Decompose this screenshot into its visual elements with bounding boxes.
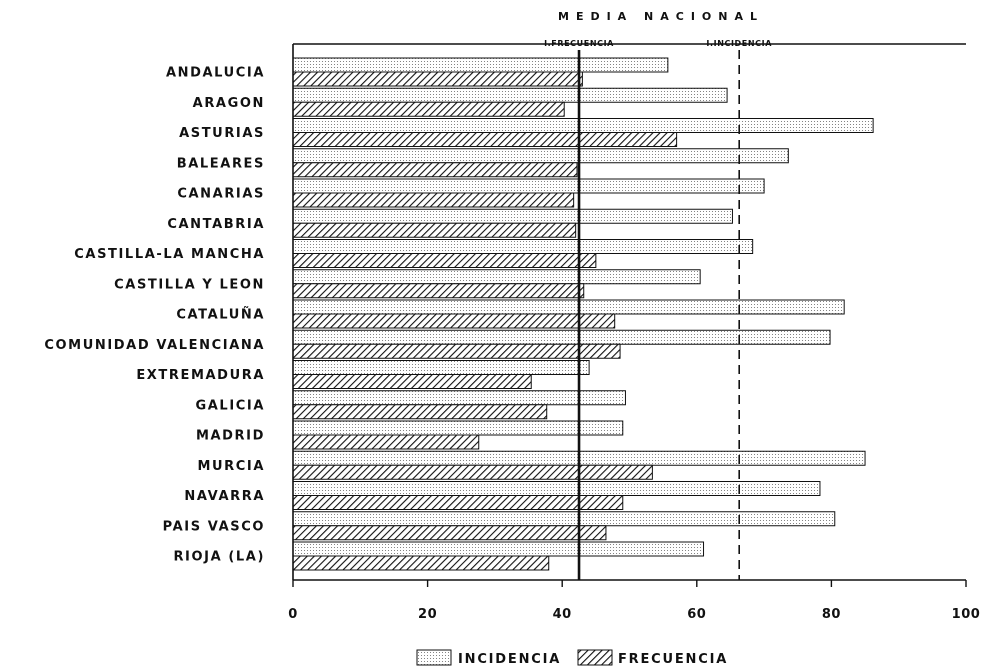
bar-incidencia-4 bbox=[292, 178, 765, 194]
category-label: BALEARES bbox=[177, 156, 265, 171]
legend-swatch-frecuencia bbox=[577, 649, 613, 666]
category-label: CATALUÑA bbox=[176, 307, 265, 323]
bars-group bbox=[292, 57, 874, 571]
bar-frecuencia-9 bbox=[292, 343, 621, 359]
x-tick-label: 100 bbox=[952, 607, 981, 622]
legend: INCIDENCIA FRECUENCIA bbox=[416, 649, 728, 666]
category-label: ARAGON bbox=[193, 96, 265, 111]
category-label: RIOJA (LA) bbox=[173, 550, 265, 565]
bar-frecuencia-12 bbox=[292, 434, 480, 450]
bar-frecuencia-6 bbox=[292, 253, 597, 268]
bar-frecuencia-10 bbox=[292, 374, 532, 389]
x-tick-label: 40 bbox=[553, 607, 572, 622]
bar-frecuencia-5 bbox=[292, 222, 577, 238]
x-tick-label: 0 bbox=[288, 607, 298, 622]
bar-frecuencia-16 bbox=[292, 555, 550, 571]
legend-label-frecuencia: FRECUENCIA bbox=[618, 652, 728, 666]
bar-incidencia-12 bbox=[292, 420, 624, 436]
bar-incidencia-16 bbox=[292, 541, 705, 557]
x-tick-label: 80 bbox=[822, 607, 841, 622]
bar-frecuencia-13 bbox=[292, 464, 653, 480]
category-label: COMUNIDAD VALENCIANA bbox=[44, 338, 265, 353]
bar-frecuencia-8 bbox=[292, 313, 616, 329]
category-labels: ANDALUCIA ARAGON ASTURIAS BALEARES CANARIAS C… bbox=[44, 66, 266, 565]
bar-incidencia-10 bbox=[292, 360, 590, 375]
chart-title: MEDIA NACIONAL bbox=[558, 10, 764, 23]
legend-swatch-incidencia bbox=[416, 649, 452, 666]
bar-incidencia-3 bbox=[292, 148, 789, 164]
category-label: MADRID bbox=[196, 429, 265, 444]
bar-frecuencia-4 bbox=[292, 192, 575, 208]
category-label: CASTILLA Y LEON bbox=[114, 277, 265, 292]
bar-frecuencia-15 bbox=[292, 525, 607, 541]
category-label: ANDALUCIA bbox=[166, 66, 265, 81]
category-label: CANTABRIA bbox=[167, 217, 265, 232]
bar-incidencia-0 bbox=[292, 57, 669, 73]
category-label: MURCIA bbox=[197, 459, 265, 474]
category-label: CANARIAS bbox=[177, 187, 265, 202]
x-tick-label: 60 bbox=[687, 607, 706, 622]
bar-incidencia-7 bbox=[292, 269, 701, 285]
bar-incidencia-6 bbox=[292, 239, 754, 254]
bar-incidencia-11 bbox=[292, 390, 626, 406]
category-label: EXTREMADURA bbox=[136, 368, 265, 383]
legend-label-incidencia: INCIDENCIA bbox=[458, 652, 561, 666]
bar-incidencia-8 bbox=[292, 299, 845, 315]
bar-incidencia-14 bbox=[292, 481, 821, 496]
bar-frecuencia-11 bbox=[292, 404, 548, 420]
bar-incidencia-5 bbox=[292, 208, 733, 224]
bar-frecuencia-14 bbox=[292, 495, 624, 510]
bar-frecuencia-0 bbox=[292, 71, 583, 87]
bar-frecuencia-7 bbox=[292, 283, 585, 299]
category-label: NAVARRA bbox=[184, 489, 265, 504]
x-axis-ticks: 0 20 40 60 80 100 bbox=[288, 580, 980, 622]
category-label: PAIS VASCO bbox=[163, 519, 265, 534]
category-label: ASTURIAS bbox=[179, 126, 265, 141]
x-tick-label: 20 bbox=[418, 607, 437, 622]
bar-incidencia-15 bbox=[292, 511, 836, 527]
category-label: CASTILLA-LA MANCHA bbox=[74, 247, 265, 262]
bar-frecuencia-3 bbox=[292, 162, 578, 178]
bar-incidencia-2 bbox=[292, 118, 874, 133]
bar-frecuencia-2 bbox=[292, 132, 678, 147]
bar-incidencia-1 bbox=[292, 87, 728, 103]
bar-incidencia-9 bbox=[292, 329, 831, 345]
bar-frecuencia-1 bbox=[292, 101, 565, 117]
category-label: GALICIA bbox=[196, 398, 266, 413]
